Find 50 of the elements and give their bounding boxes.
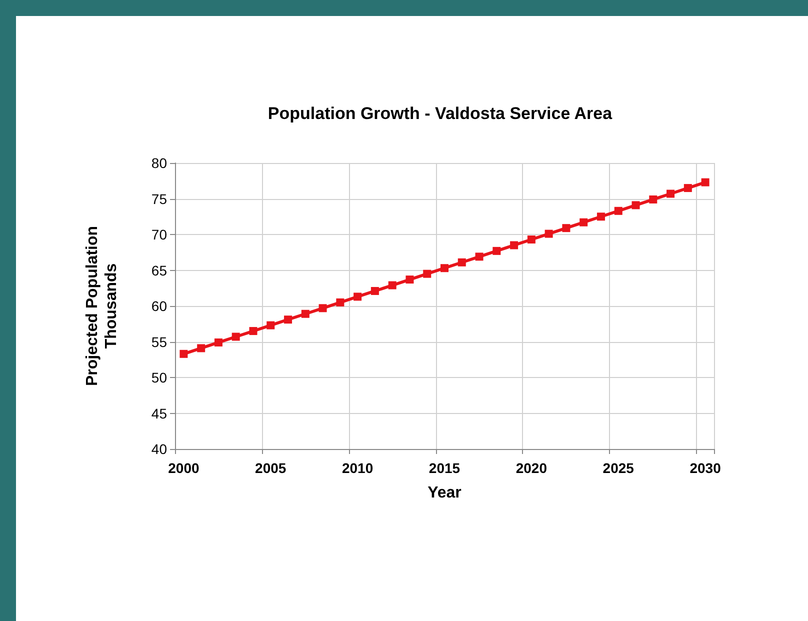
x-tick-label: 2015 xyxy=(428,460,460,476)
point xyxy=(232,332,240,341)
y-tick-label: 60 xyxy=(151,298,168,314)
point xyxy=(370,286,379,295)
y-tick-label: 70 xyxy=(151,226,168,242)
y-tick-label: 40 xyxy=(151,441,168,457)
y-tick-label: 50 xyxy=(151,370,168,386)
point xyxy=(632,201,640,210)
point xyxy=(180,350,188,358)
point xyxy=(406,276,414,284)
point xyxy=(197,344,206,352)
x-tick-label: 2010 xyxy=(342,460,374,476)
point xyxy=(649,195,658,204)
point xyxy=(318,304,327,312)
point xyxy=(301,310,310,318)
point xyxy=(562,224,570,232)
point xyxy=(614,206,622,215)
point xyxy=(336,298,344,306)
point xyxy=(354,292,362,301)
x-tick-label: 2020 xyxy=(516,460,548,476)
y-tick-label: 55 xyxy=(151,334,168,350)
chart-title: Population Growth - Valdosta Service Area xyxy=(268,104,613,123)
point xyxy=(475,252,484,261)
point xyxy=(423,270,432,278)
x-tick-label: 2030 xyxy=(690,460,722,476)
point xyxy=(284,316,292,324)
point xyxy=(249,327,258,336)
point xyxy=(596,212,605,221)
x-tick-label: 2005 xyxy=(255,460,286,476)
y-tick-label: 75 xyxy=(151,190,168,207)
point xyxy=(701,178,710,186)
y-tick-label: 80 xyxy=(151,155,168,171)
point xyxy=(544,230,553,238)
point xyxy=(388,281,396,290)
point xyxy=(492,246,501,255)
x-axis-title: Year xyxy=(428,484,462,502)
point xyxy=(666,190,675,198)
y-axis-title: Projected Population Thousands xyxy=(84,226,120,386)
y-tick-label: 65 xyxy=(151,262,168,278)
point xyxy=(580,218,588,226)
point xyxy=(527,236,536,244)
point xyxy=(458,258,466,266)
point xyxy=(510,241,518,250)
point xyxy=(684,184,692,192)
point xyxy=(214,338,222,346)
x-tick-label: 2000 xyxy=(168,460,200,476)
point xyxy=(440,264,448,272)
x-tick-label: 2025 xyxy=(602,460,634,476)
point xyxy=(266,321,275,330)
y-tick-label: 45 xyxy=(151,405,168,422)
